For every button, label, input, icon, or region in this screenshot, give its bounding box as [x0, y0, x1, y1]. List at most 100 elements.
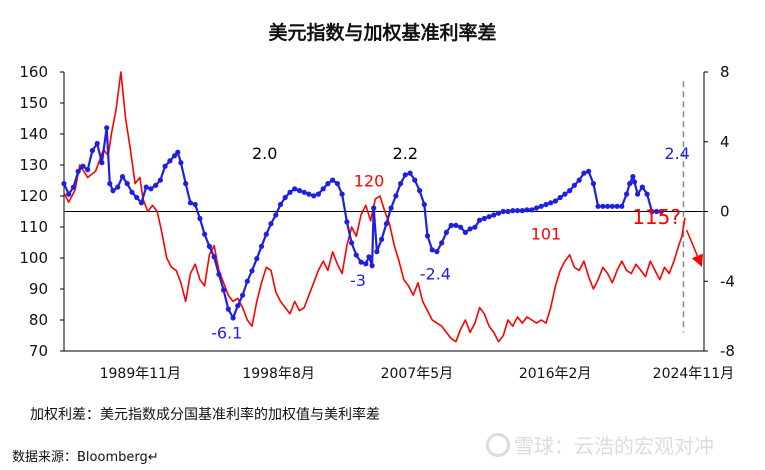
right-axis-tick-label: -4: [720, 272, 735, 290]
rate-spread-point: [439, 240, 445, 246]
rate-spread-point: [366, 254, 372, 260]
rate-spread-point: [519, 208, 525, 214]
left-axis-tick-label: 110: [19, 218, 48, 236]
rate-spread-point: [412, 177, 418, 183]
rate-spread-point: [514, 208, 521, 214]
dollar-index-line: [63, 71, 686, 343]
rate-spread-point: [61, 181, 67, 187]
rate-spread-point: [421, 201, 427, 208]
rate-spread-point: [349, 240, 355, 246]
left-axis-tick-label: 140: [19, 125, 48, 143]
rate-spread-point: [178, 160, 184, 166]
right-axis-tick-label: 4: [720, 133, 730, 151]
rate-spread-point: [374, 249, 380, 255]
rate-spread-point: [339, 191, 345, 197]
rate-spread-point: [235, 303, 241, 309]
annotation-label: 101: [531, 224, 562, 243]
rate-spread-point: [85, 167, 91, 173]
rate-spread-point: [524, 207, 530, 213]
annotation-label: -6.1: [211, 324, 242, 343]
chart-plot: 70 80 90 100 110 120 130 140 150 160 -8 -4 0 4 8 1989年1…: [19, 63, 735, 382]
annotation-label: 2.2: [393, 144, 418, 163]
rate-spread-point: [443, 229, 449, 235]
rate-spread-point: [249, 268, 255, 274]
rate-spread-point: [192, 201, 198, 208]
rate-spread-point: [595, 203, 601, 209]
chart-title: 美元指数与加权基准利率差: [268, 22, 497, 44]
x-axis-tick-label: 2007年5月: [381, 366, 454, 382]
rate-spread-point: [75, 168, 81, 174]
rate-spread-point: [538, 203, 544, 209]
rate-spread-point: [104, 125, 110, 131]
rate-spread-point: [371, 205, 377, 211]
rate-spread-point: [315, 191, 321, 197]
snowball-logo-icon: [486, 433, 510, 457]
rate-spread-point: [254, 256, 260, 262]
rate-spread-point: [99, 160, 105, 166]
left-axis-tick-label: 160: [19, 63, 48, 81]
rate-spread-point: [129, 189, 135, 195]
rate-spread-point: [605, 203, 611, 209]
rate-spread-point: [202, 231, 208, 237]
rate-spread-point: [600, 203, 606, 209]
rate-spread-point: [644, 191, 650, 197]
rate-spread-point: [167, 158, 173, 164]
left-axis-tick-label: 150: [19, 94, 48, 112]
left-axis-tick-label: 120: [19, 187, 48, 205]
x-axis-tick-label: 1998年8月: [242, 366, 315, 382]
rate-spread-point: [453, 222, 459, 228]
rate-spread-point: [153, 182, 159, 188]
rate-spread-point: [311, 193, 317, 199]
rate-spread-point: [630, 174, 636, 180]
rate-spread-point: [330, 177, 336, 183]
annotation-label: -3: [350, 271, 366, 290]
rate-spread-point: [658, 208, 664, 215]
rate-spread-point: [533, 205, 540, 211]
rate-spread-point: [187, 200, 193, 206]
rate-spread-point: [496, 210, 502, 216]
rate-spread-point: [320, 186, 326, 192]
rate-spread-point: [325, 181, 331, 187]
rate-spread-point: [586, 168, 592, 174]
rate-spread-point: [230, 315, 236, 321]
rate-spread-point: [462, 229, 468, 235]
annotation-label: 115?: [632, 205, 681, 229]
rate-spread-point: [407, 170, 413, 176]
rate-spread-point: [273, 212, 279, 218]
rate-spread-point: [429, 247, 435, 253]
annotation-label: 2.0: [252, 144, 277, 163]
rate-spread-point: [635, 191, 641, 197]
rate-spread-point: [609, 203, 615, 209]
rate-spread-point: [197, 215, 203, 222]
forecast-arrow: [685, 229, 703, 267]
rate-spread-point: [240, 292, 246, 298]
annotation-label: -2.4: [420, 265, 451, 284]
left-axis-tick-label: 100: [19, 249, 48, 267]
right-axis-tick-label: -8: [720, 342, 735, 360]
rate-spread-point: [557, 194, 563, 201]
rate-spread-point: [576, 177, 582, 183]
right-axis-tick-label: 0: [720, 203, 730, 221]
rate-spread-point: [631, 179, 638, 185]
rate-spread-point: [434, 249, 440, 255]
rate-spread-point: [649, 208, 655, 215]
rate-spread-point: [296, 188, 303, 194]
rate-spread-point: [398, 181, 404, 187]
left-axis-tick-label: 130: [19, 156, 48, 174]
rate-spread-point: [216, 271, 222, 277]
rate-spread-point: [500, 208, 506, 215]
rate-spread-point: [614, 203, 620, 209]
x-axis-tick-label: 2024年11月: [653, 366, 734, 382]
rate-spread-point: [627, 181, 633, 187]
watermark: 雪球：云浩的宏观对冲: [486, 430, 714, 459]
rate-spread-point: [148, 186, 154, 192]
rate-spread-point: [138, 200, 144, 206]
rate-spread-point: [287, 189, 293, 195]
rate-spread-point: [244, 278, 250, 284]
rate-spread-point: [225, 306, 231, 312]
watermark-text: 雪球：云浩的宏观对冲: [514, 434, 714, 458]
rate-spread-point: [639, 184, 646, 190]
rate-spread-point: [562, 191, 568, 197]
x-axis-tick-label: 1989年11月: [100, 366, 181, 382]
rate-spread-point: [206, 243, 212, 249]
